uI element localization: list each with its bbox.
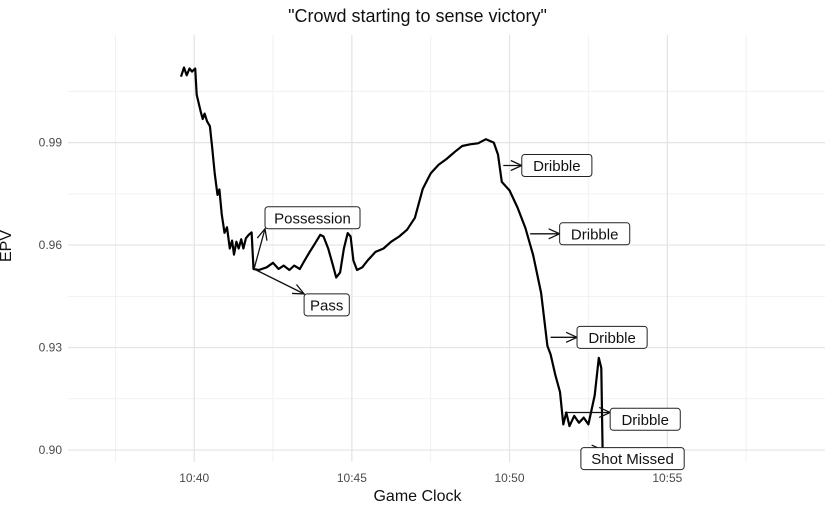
x-axis-label: Game Clock (373, 488, 462, 505)
series-line (179, 66, 604, 451)
annotation-label: Possession (274, 210, 351, 227)
annotation-box (559, 222, 631, 246)
annotation-box (576, 325, 648, 349)
annotation-box (264, 206, 361, 230)
annotation-box (609, 407, 681, 431)
annotation-arrow (253, 268, 306, 295)
annotation-label: Dribble (533, 158, 581, 175)
annotations: Possession Pass Dribble Dribble Dribble Dribb… (253, 153, 685, 471)
annotation-arrow (253, 227, 268, 270)
chart-title: "Crowd starting to sense victory" (288, 6, 547, 26)
series-layer (179, 66, 604, 451)
annotation-label: Dribble (621, 412, 669, 429)
y-tick-label: 0.93 (39, 341, 63, 355)
annotation-box (580, 447, 685, 471)
annotation-label: Dribble (588, 330, 636, 347)
annotation-label: Dribble (571, 226, 619, 243)
grid (68, 35, 825, 462)
y-tick-label: 0.90 (39, 443, 63, 457)
x-tick-label: 10:40 (179, 471, 209, 485)
annotation-label: Pass (310, 297, 343, 314)
annotation-box (303, 293, 350, 317)
annotation-label: Shot Missed (591, 451, 674, 468)
x-tick-label: 10:50 (495, 471, 525, 485)
y-tick-label: 0.99 (39, 136, 63, 150)
y-tick-label: 0.96 (39, 238, 63, 252)
x-tick-label: 10:45 (337, 471, 367, 485)
annotation-box (521, 153, 593, 177)
x-tick-label: 10:55 (652, 471, 682, 485)
axis-ticks: 10:40 10:45 10:50 10:55 0.90 0.93 0.96 0.99 (39, 136, 683, 485)
